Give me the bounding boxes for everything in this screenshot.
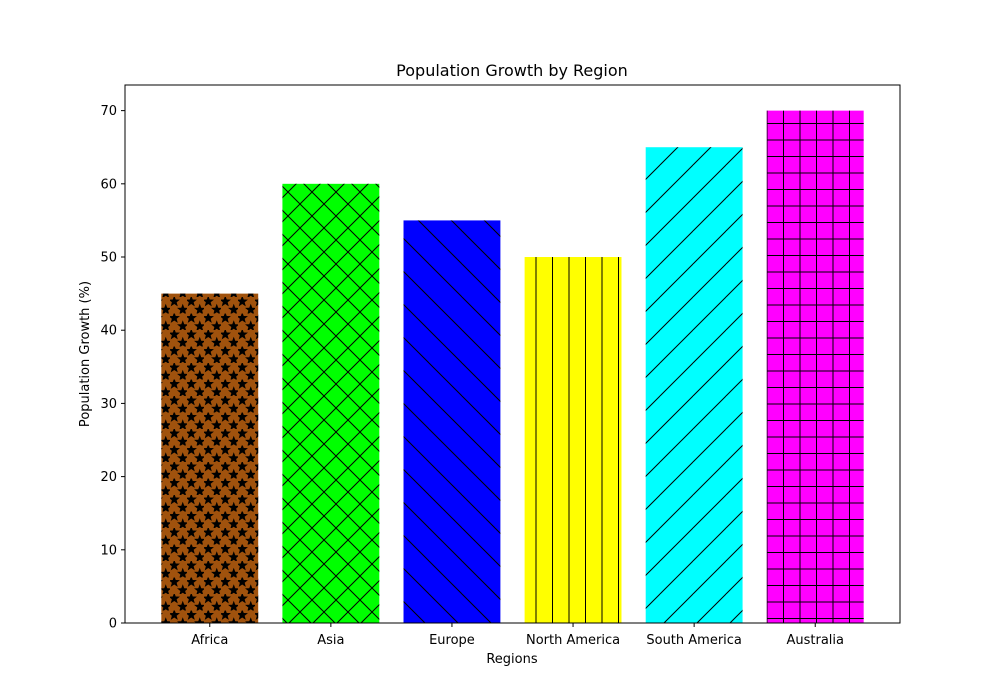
x-tick-label: Africa bbox=[191, 633, 228, 648]
plot-frame bbox=[124, 84, 901, 624]
y-tick-label: 20 bbox=[100, 470, 117, 485]
bar-africa bbox=[161, 293, 259, 623]
bar-asia bbox=[282, 183, 380, 623]
x-tick-label: North America bbox=[526, 633, 620, 648]
y-axis: 0 10 20 30 40 50 60 70 bbox=[100, 104, 125, 632]
y-tick-label: 70 bbox=[100, 104, 117, 119]
x-tick-label: Asia bbox=[317, 633, 344, 648]
y-tick-label: 60 bbox=[100, 177, 117, 192]
bar-australia bbox=[766, 110, 864, 624]
y-tick-label: 0 bbox=[109, 617, 117, 632]
y-tick-label: 10 bbox=[100, 543, 117, 558]
bar-south-america bbox=[645, 147, 743, 623]
x-tick-label: South America bbox=[646, 633, 742, 648]
bar-hatch bbox=[282, 183, 380, 623]
bar-north-america bbox=[524, 257, 622, 623]
x-axis-label: Regions bbox=[486, 652, 538, 667]
chart-title: Population Growth by Region bbox=[396, 61, 628, 80]
y-axis-label: Population Growth (%) bbox=[78, 281, 93, 427]
y-tick-label: 50 bbox=[100, 251, 117, 266]
bar-hatch bbox=[645, 147, 743, 623]
bar-europe bbox=[403, 220, 501, 623]
x-tick-label: Australia bbox=[786, 633, 844, 648]
x-tick-label: Europe bbox=[429, 633, 475, 648]
bar-hatch bbox=[403, 220, 501, 623]
y-tick-label: 40 bbox=[100, 324, 117, 339]
bars-group bbox=[161, 110, 864, 624]
bar-hatch bbox=[766, 110, 864, 624]
bar-hatch bbox=[524, 257, 622, 623]
y-tick-label: 30 bbox=[100, 397, 117, 412]
x-axis: Africa Asia Europe North America South Ameri… bbox=[191, 623, 844, 648]
bar-hatch bbox=[161, 293, 259, 623]
